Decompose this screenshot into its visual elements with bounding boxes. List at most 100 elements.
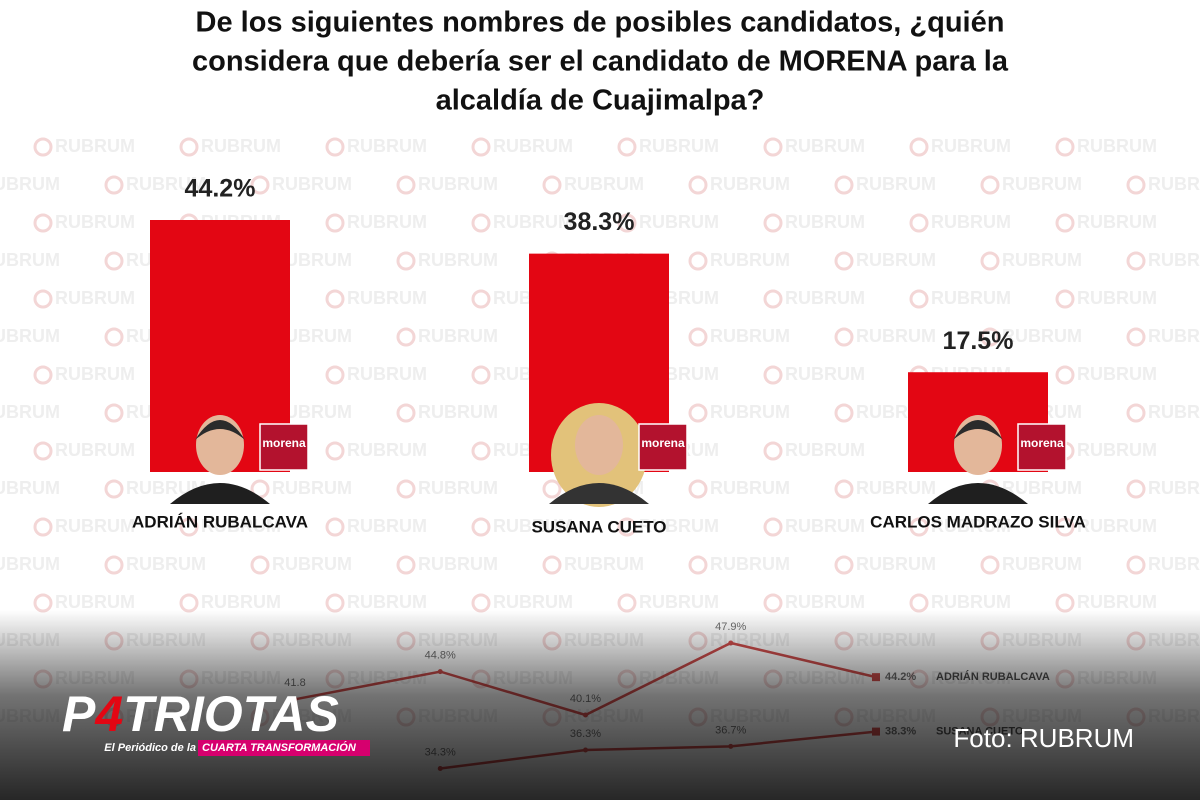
logo: P4TRIOTAS El Periódico de la CUARTA TRAN… bbox=[62, 686, 370, 756]
watermark-icon bbox=[980, 555, 1000, 575]
chart-title: considera que debería ser el candidato d… bbox=[192, 46, 1009, 78]
watermark-icon bbox=[1126, 251, 1146, 271]
watermark: RUBRUM bbox=[272, 174, 352, 194]
watermark: RUBRUM bbox=[0, 402, 60, 422]
category-label: SUSANA CUETO bbox=[531, 517, 666, 536]
watermark: RUBRUM bbox=[639, 516, 719, 536]
watermark-icon bbox=[33, 441, 53, 461]
photo-credit: Foto: RUBRUM bbox=[953, 723, 1134, 753]
watermark-icon bbox=[542, 175, 562, 195]
photo-hair bbox=[953, 420, 1003, 440]
watermark-icon bbox=[1055, 137, 1075, 157]
value-label: 44.2% bbox=[185, 175, 256, 203]
watermark: RUBRUM bbox=[272, 478, 352, 498]
watermark: RUBRUM bbox=[1077, 288, 1157, 308]
watermark: RUBRUM bbox=[493, 592, 573, 612]
watermark-icon bbox=[834, 479, 854, 499]
watermark-icon bbox=[471, 137, 491, 157]
photo-face bbox=[575, 415, 623, 475]
watermark-icon bbox=[33, 137, 53, 157]
watermark: RUBRUM bbox=[1077, 592, 1157, 612]
watermark: RUBRUM bbox=[856, 174, 936, 194]
watermark: RUBRUM bbox=[1148, 478, 1200, 498]
watermark-icon bbox=[980, 251, 1000, 271]
watermark: RUBRUM bbox=[1002, 478, 1082, 498]
watermark: RUBRUM bbox=[418, 326, 498, 346]
watermark-icon bbox=[33, 213, 53, 233]
watermark: RUBRUM bbox=[55, 440, 135, 460]
watermark: RUBRUM bbox=[55, 592, 135, 612]
watermark: RUBRUM bbox=[347, 364, 427, 384]
watermark-icon bbox=[471, 517, 491, 537]
watermark: RUBRUM bbox=[710, 402, 790, 422]
watermark: RUBRUM bbox=[347, 592, 427, 612]
watermark-icon bbox=[104, 479, 124, 499]
logo-part: 4 bbox=[94, 686, 123, 742]
watermark: RUBRUM bbox=[1002, 326, 1082, 346]
logo-part: TRIOTAS bbox=[123, 686, 339, 742]
watermark-icon bbox=[396, 251, 416, 271]
watermark: RUBRUM bbox=[0, 326, 60, 346]
watermark: RUBRUM bbox=[347, 136, 427, 156]
party-badge-text: morena bbox=[1020, 436, 1064, 450]
watermark: RUBRUM bbox=[856, 326, 936, 346]
watermark: RUBRUM bbox=[272, 402, 352, 422]
watermark-icon bbox=[1055, 517, 1075, 537]
watermark-icon bbox=[834, 555, 854, 575]
watermark-icon bbox=[396, 175, 416, 195]
watermark: RUBRUM bbox=[126, 174, 206, 194]
watermark: RUBRUM bbox=[1077, 364, 1157, 384]
watermark: RUBRUM bbox=[493, 516, 573, 536]
watermark-icon bbox=[325, 365, 345, 385]
watermark-icon bbox=[396, 327, 416, 347]
watermark-icon bbox=[617, 137, 637, 157]
party-badge-text: morena bbox=[262, 436, 306, 450]
watermark: RUBRUM bbox=[55, 288, 135, 308]
watermark-icon bbox=[1126, 327, 1146, 347]
bar-chart: De los siguientes nombres de posibles ca… bbox=[132, 7, 1086, 537]
logo-part: P bbox=[62, 686, 96, 742]
watermark: RUBRUM bbox=[785, 364, 865, 384]
watermark: RUBRUM bbox=[347, 440, 427, 460]
watermark-icon bbox=[834, 403, 854, 423]
chart-title: De los siguientes nombres de posibles ca… bbox=[196, 7, 1005, 39]
watermark-icon bbox=[325, 213, 345, 233]
photo-hair bbox=[195, 420, 245, 440]
photo-body bbox=[928, 483, 1028, 504]
watermark: RUBRUM bbox=[272, 326, 352, 346]
watermark-icon bbox=[104, 327, 124, 347]
category-label: CARLOS MADRAZO SILVA bbox=[870, 512, 1086, 531]
watermark: RUBRUM bbox=[931, 592, 1011, 612]
watermark: RUBRUM bbox=[1148, 402, 1200, 422]
photo-body bbox=[170, 483, 270, 504]
candidate-photo bbox=[928, 415, 1028, 504]
watermark-icon bbox=[909, 137, 929, 157]
watermark: RUBRUM bbox=[1077, 440, 1157, 460]
watermark-icon bbox=[688, 175, 708, 195]
watermark: RUBRUM bbox=[418, 174, 498, 194]
watermark: RUBRUM bbox=[564, 174, 644, 194]
watermark-icon bbox=[688, 403, 708, 423]
watermark-icon bbox=[471, 289, 491, 309]
watermark: RUBRUM bbox=[55, 212, 135, 232]
watermark-icon bbox=[104, 175, 124, 195]
watermark: RUBRUM bbox=[1148, 554, 1200, 574]
watermark: RUBRUM bbox=[1077, 516, 1157, 536]
watermark: RUBRUM bbox=[55, 136, 135, 156]
watermark-icon bbox=[1055, 289, 1075, 309]
watermark: RUBRUM bbox=[1148, 250, 1200, 270]
watermark: RUBRUM bbox=[55, 364, 135, 384]
watermark-icon bbox=[471, 365, 491, 385]
watermark: RUBRUM bbox=[1077, 212, 1157, 232]
watermark-icon bbox=[688, 251, 708, 271]
watermark-icon bbox=[763, 289, 783, 309]
watermark: RUBRUM bbox=[785, 440, 865, 460]
watermark: RUBRUM bbox=[0, 478, 60, 498]
watermark-icon bbox=[250, 175, 270, 195]
watermark: RUBRUM bbox=[1148, 174, 1200, 194]
watermark-icon bbox=[980, 175, 1000, 195]
watermark: RUBRUM bbox=[418, 250, 498, 270]
chart-title: alcaldía de Cuajimalpa? bbox=[436, 85, 765, 117]
watermark: RUBRUM bbox=[272, 554, 352, 574]
watermark-icon bbox=[763, 137, 783, 157]
